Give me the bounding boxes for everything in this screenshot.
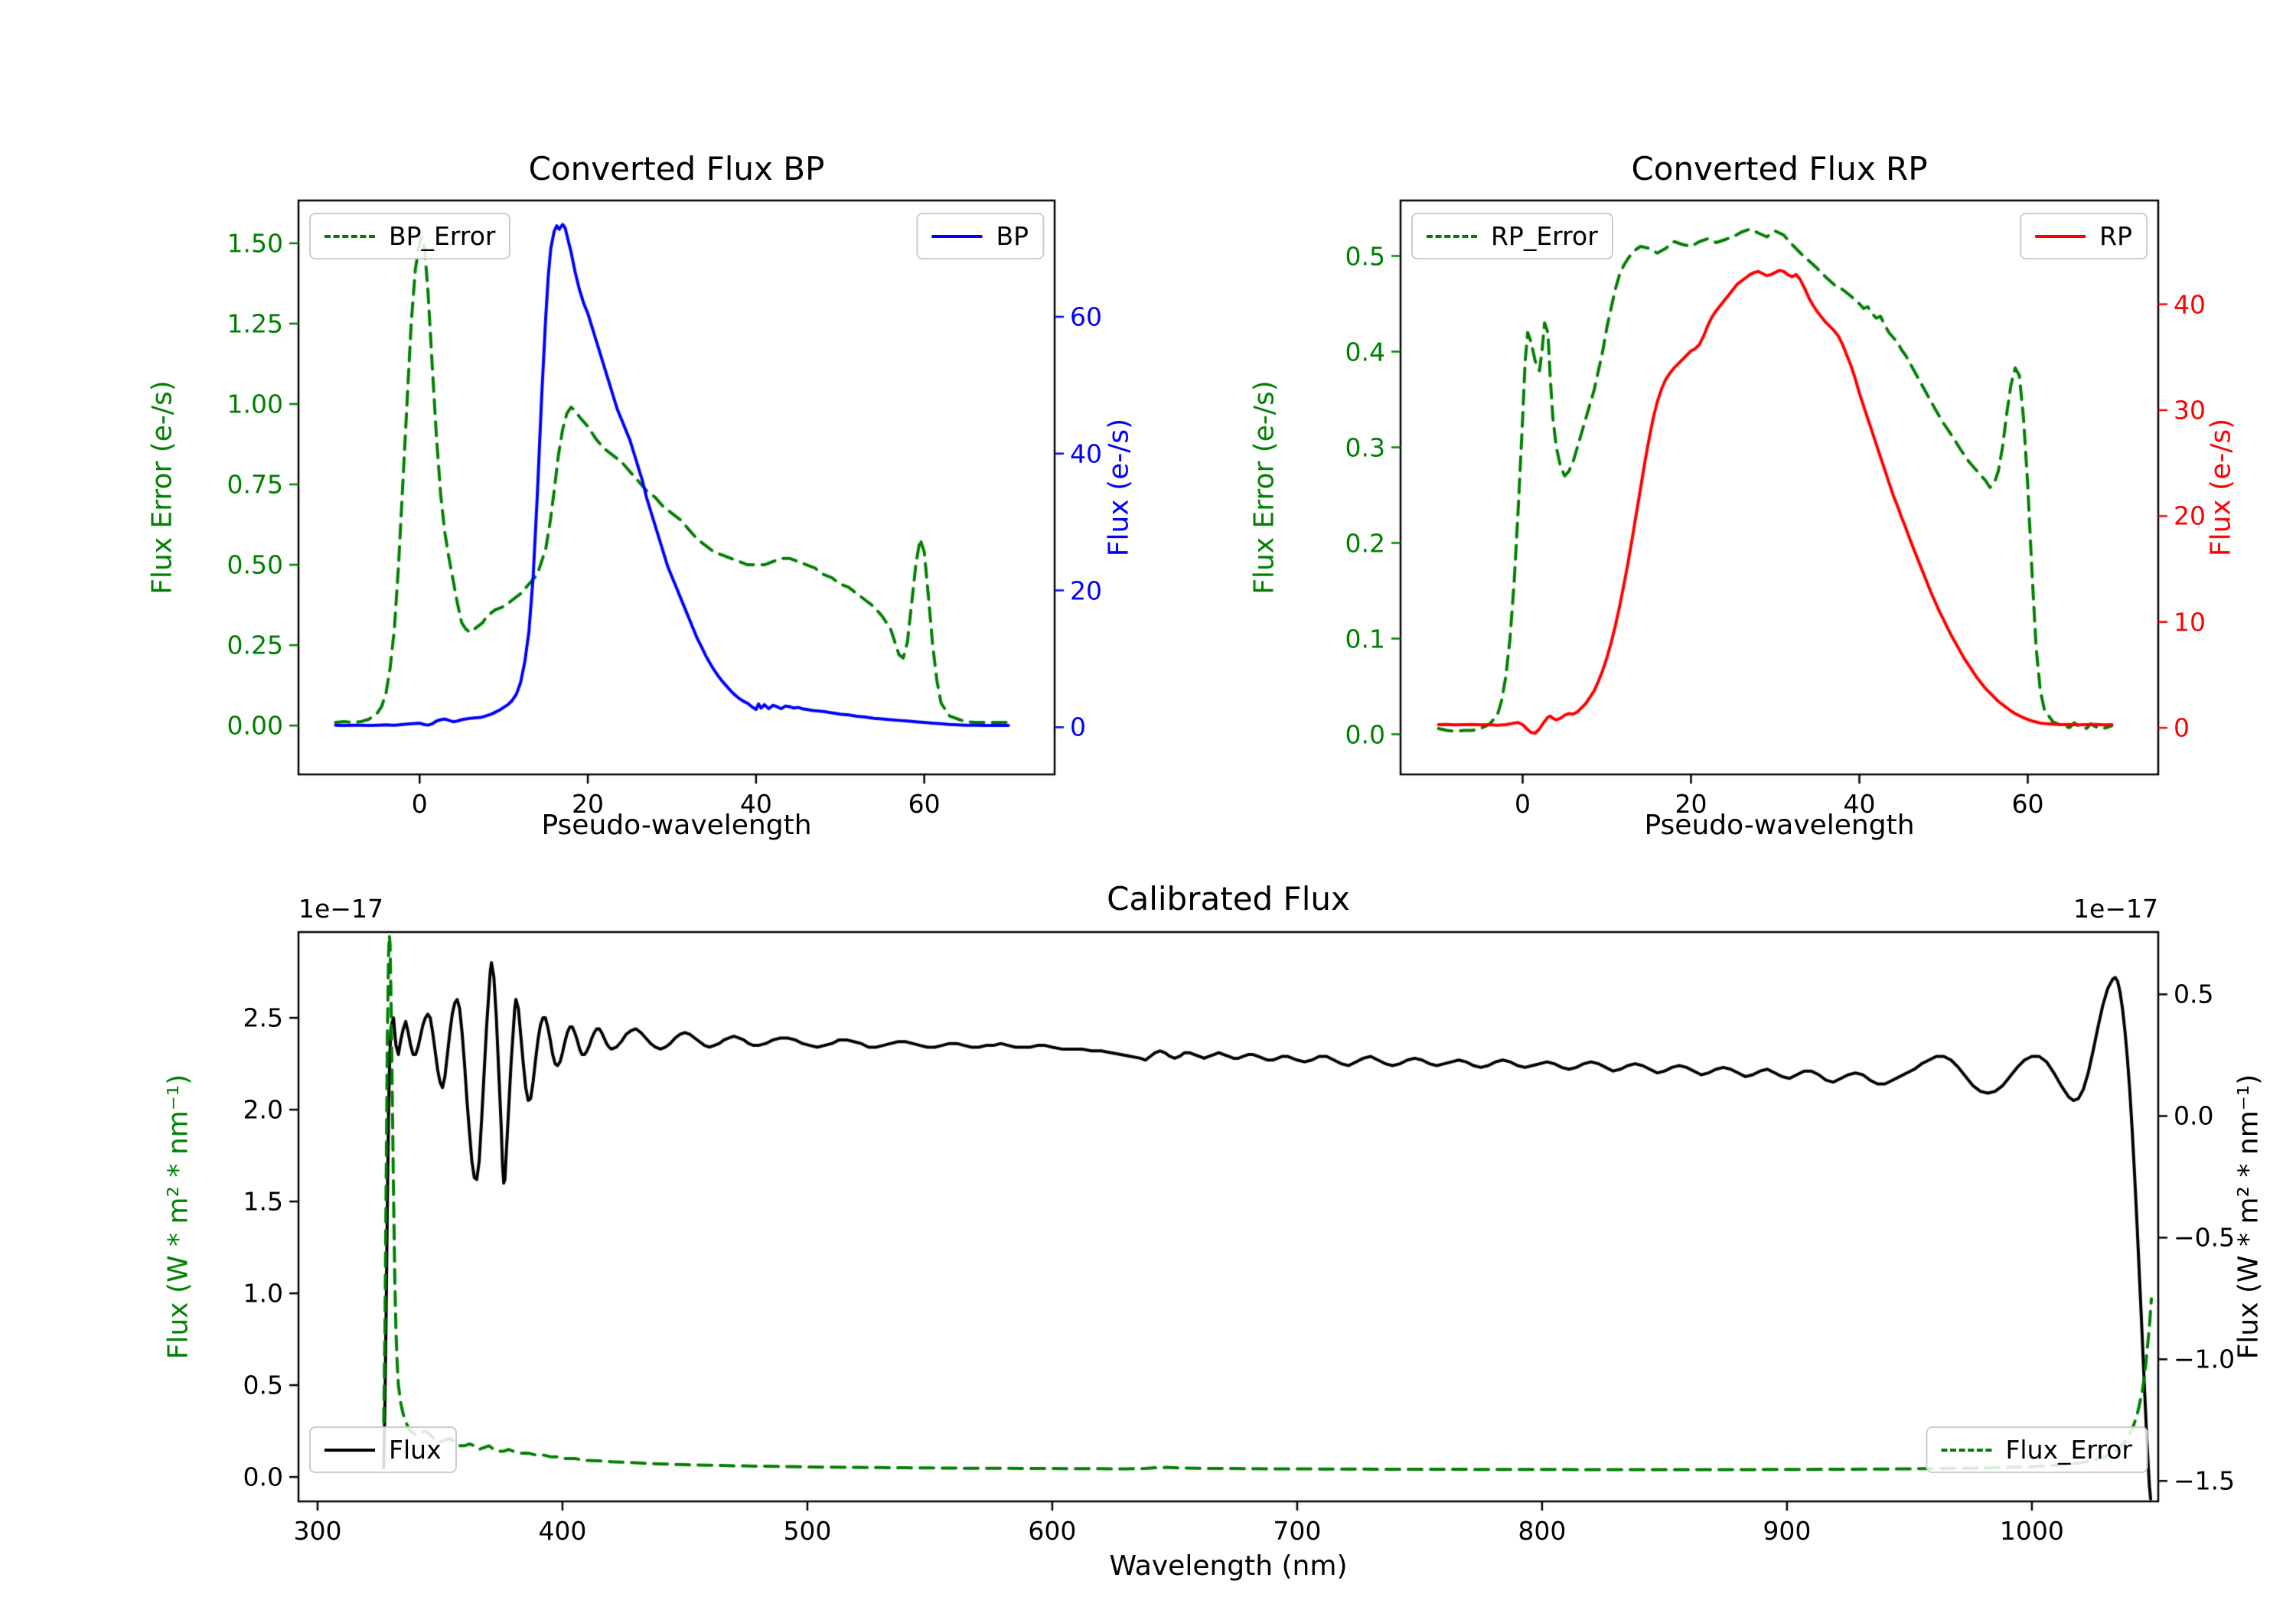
tick-label: 40 (739, 789, 772, 819)
tick-label: 40 (2174, 289, 2206, 320)
tick-label: 1.00 (227, 389, 283, 419)
cal-xaxis-label: Wavelength (nm) (1109, 1550, 1348, 1582)
legend-rp-error: RP_Error (1411, 213, 1613, 259)
flux-legend-line-icon (325, 1448, 375, 1452)
tick-label: 60 (908, 789, 941, 819)
tick-label: 20 (1070, 575, 1102, 606)
bp-error-legend-line-icon (325, 234, 375, 238)
tick-label: 40 (1843, 789, 1876, 819)
legend-bp: BP (916, 213, 1044, 259)
flux-error-legend-line-icon (1941, 1448, 1992, 1452)
cal-right-offset-text: 1e−17 (2073, 894, 2158, 924)
tick-label: 0.50 (227, 549, 283, 580)
tick-label: 300 (293, 1516, 342, 1546)
tick-label: 0 (1515, 789, 1531, 819)
tick-label: 0.25 (227, 630, 283, 660)
flux-legend-label: Flux (389, 1435, 442, 1465)
tick-label: 0.5 (1345, 241, 1385, 271)
tick-label: 60 (1070, 302, 1102, 332)
tick-label: 0.3 (1345, 432, 1385, 462)
tick-label: 0.0 (1345, 719, 1385, 749)
legend-bp-error: BP_Error (309, 213, 511, 259)
rp-yaxis-right-label: Flux (e-/s) (2205, 418, 2237, 557)
tick-label: 1000 (1999, 1516, 2064, 1546)
rp-error-legend-line-icon (1427, 234, 1477, 238)
bp-xaxis-label: Pseudo-wavelength (541, 810, 812, 841)
tick-label: 800 (1518, 1516, 1567, 1546)
rp-legend-line-icon (2035, 234, 2086, 238)
cal-yaxis-right-label: Flux (W * m² * nm⁻¹) (2232, 1074, 2265, 1360)
legend-flux: Flux (309, 1426, 457, 1473)
tick-label: 900 (1763, 1516, 1812, 1546)
legend-flux-error: Flux_Error (1926, 1426, 2148, 1473)
rp-error-legend-label: RP_Error (1491, 221, 1598, 251)
tick-label: 0.0 (243, 1462, 283, 1492)
tick-label: 60 (2011, 789, 2044, 819)
flux-error-legend-label: Flux_Error (2005, 1435, 2132, 1465)
tick-label: −1.0 (2174, 1344, 2236, 1374)
bp-legend-line-icon (931, 234, 983, 238)
tick-label: 400 (538, 1516, 587, 1546)
tick-label: 600 (1028, 1516, 1077, 1546)
tick-label: 2.0 (243, 1094, 283, 1125)
bp-chart-title: Converted Flux BP (528, 150, 825, 187)
rp-legend-label: RP (2099, 221, 2132, 251)
bp-legend-label: BP (996, 221, 1029, 251)
cal-chart-title: Calibrated Flux (1107, 880, 1350, 918)
tick-label: 0.5 (2174, 979, 2214, 1009)
tick-label: 1.5 (243, 1186, 283, 1217)
tick-label: 0.4 (1345, 337, 1385, 367)
tick-label: 500 (783, 1516, 832, 1546)
tick-label: 0.1 (1345, 624, 1385, 654)
tick-label: 0.75 (227, 469, 283, 500)
tick-label: 20 (2174, 500, 2206, 531)
tick-label: −0.5 (2174, 1222, 2236, 1253)
tick-label: 1.0 (243, 1278, 283, 1309)
tick-label: 20 (572, 789, 605, 819)
tick-label: 30 (2174, 395, 2206, 425)
bp-yaxis-right-label: Flux (e-/s) (1103, 418, 1135, 557)
tick-label: 700 (1273, 1516, 1322, 1546)
rp-xaxis-label: Pseudo-wavelength (1644, 810, 1915, 841)
tick-label: −1.5 (2174, 1465, 2236, 1496)
tick-label: 0 (411, 789, 428, 819)
tick-label: 0.5 (243, 1370, 283, 1400)
tick-label: 20 (1675, 789, 1707, 819)
tick-label: 10 (2174, 607, 2206, 637)
rp-chart-title: Converted Flux RP (1631, 150, 1928, 187)
tick-label: 0.0 (2174, 1100, 2214, 1131)
tick-label: 40 (1070, 438, 1102, 469)
tick-label: 0.2 (1345, 528, 1385, 558)
cal-yaxis-left-label: Flux (W * m² * nm⁻¹) (162, 1074, 194, 1360)
tick-label: 2.5 (243, 1002, 283, 1033)
bp-yaxis-left-label: Flux Error (e-/s) (146, 380, 178, 595)
cal-left-offset-text: 1e−17 (298, 894, 383, 924)
tick-label: 0 (1070, 712, 1086, 742)
bp-error-legend-label: BP_Error (389, 221, 496, 251)
tick-label: 0.00 (227, 710, 283, 741)
tick-label: 1.50 (227, 228, 283, 259)
legend-rp: RP (2020, 213, 2148, 259)
tick-label: 0 (2174, 712, 2190, 743)
rp-yaxis-left-label: Flux Error (e-/s) (1248, 380, 1280, 595)
tick-label: 1.25 (227, 308, 283, 339)
